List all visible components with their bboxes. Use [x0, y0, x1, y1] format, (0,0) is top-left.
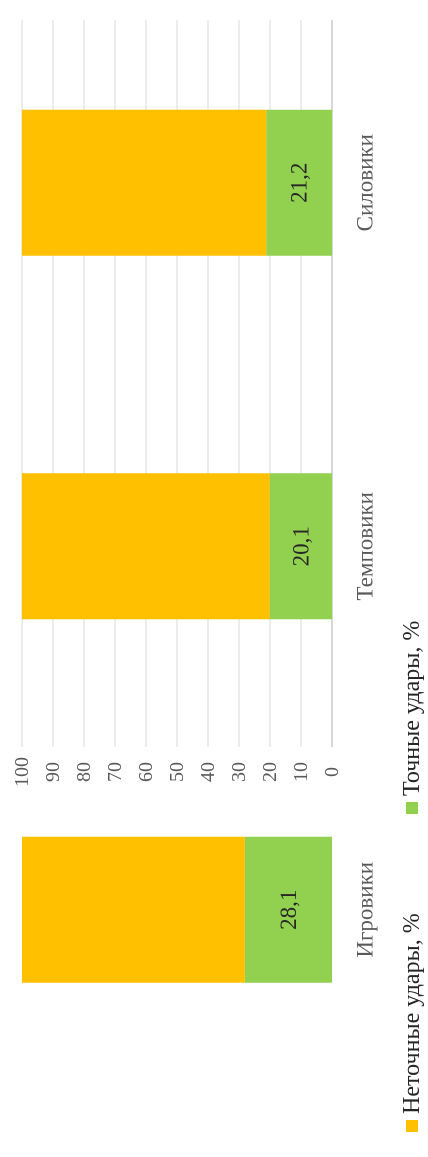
bar-segment	[244, 836, 332, 983]
y-tick-label: 70	[104, 762, 126, 782]
legend-label: Неточные удары, %	[399, 913, 425, 1114]
bar-segment	[22, 109, 267, 256]
y-tick-label: 40	[197, 762, 219, 782]
legend-label: Точные удары, %	[399, 621, 425, 796]
y-tick-label: 90	[42, 762, 64, 782]
y-tick-label: 10	[290, 762, 312, 782]
bar-segment	[266, 109, 332, 256]
data-label: 20,1	[288, 526, 313, 566]
data-label: 21,2	[287, 163, 312, 203]
y-tick-label: 50	[166, 762, 188, 782]
legend-swatch	[406, 802, 418, 814]
legend-swatch	[406, 1120, 418, 1132]
y-tick-label: 60	[135, 762, 157, 782]
bar-segment	[269, 473, 332, 620]
y-tick-label: 80	[73, 762, 95, 782]
y-tick-label: 100	[11, 757, 33, 787]
y-tick-label: 30	[228, 762, 250, 782]
y-tick-label: 0	[321, 767, 343, 777]
category-label: Силовики	[353, 134, 378, 231]
data-label: 28,1	[276, 890, 301, 930]
bar-segment	[22, 473, 270, 620]
y-tick-label: 20	[259, 762, 281, 782]
bar-segment	[22, 836, 245, 983]
plot-area: 0 10 20 30 40 50 60 70 80 90 100 21,2 20,1 28,1 Силови…	[11, 20, 425, 1132]
category-label: Игровики	[353, 862, 378, 958]
category-label: Темповики	[353, 492, 378, 600]
